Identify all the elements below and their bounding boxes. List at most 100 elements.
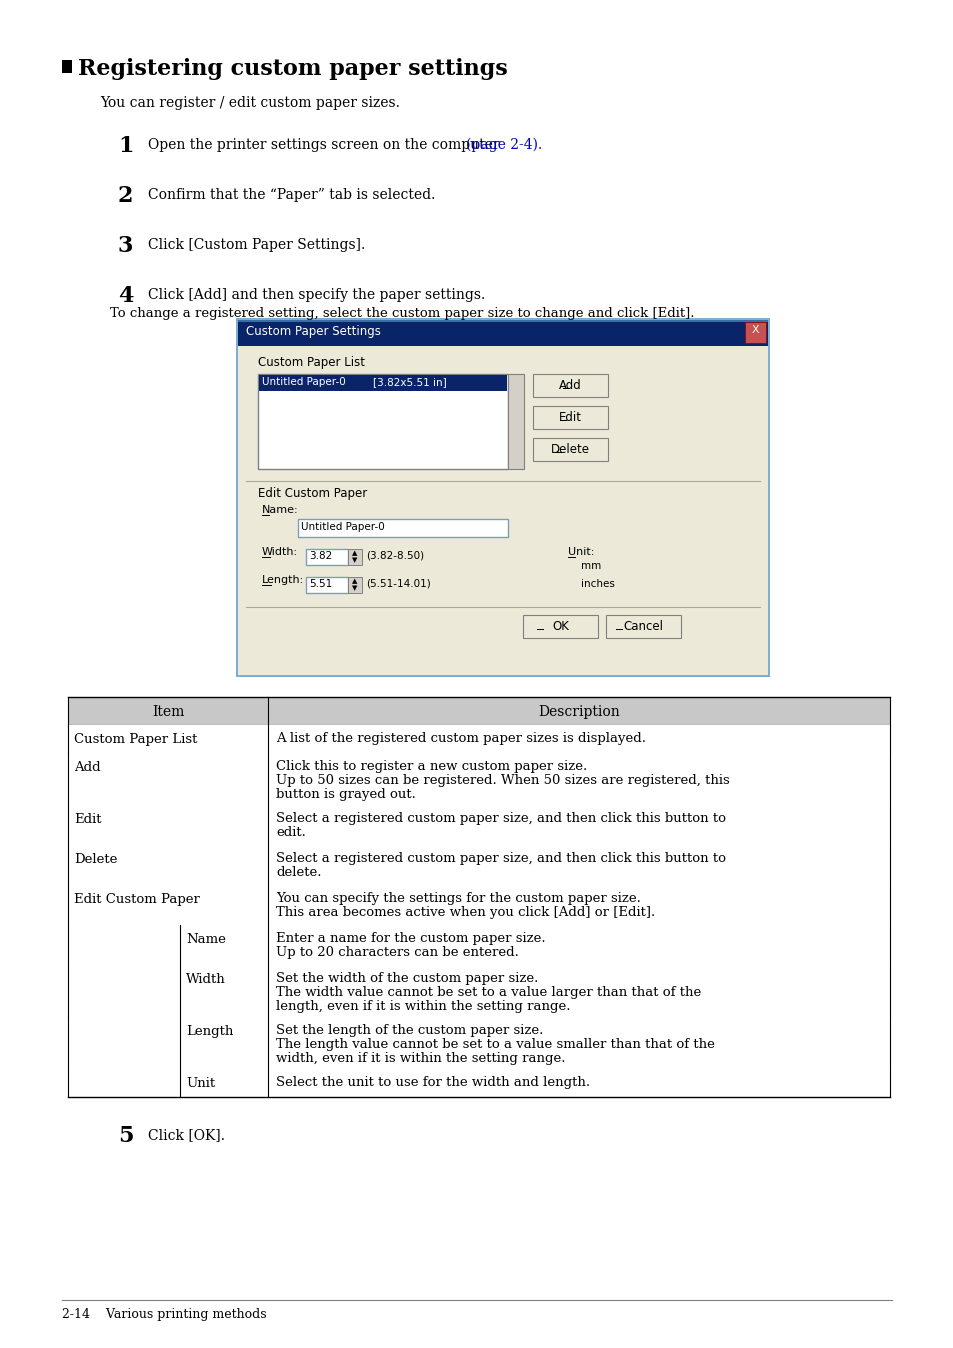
Bar (68, 965, 889, 1016)
Text: Confirm that the “Paper” tab is selected.: Confirm that the “Paper” tab is selected… (148, 187, 435, 202)
Text: Click [Custom Paper Settings].: Click [Custom Paper Settings]. (148, 239, 365, 252)
Text: Custom Paper Settings: Custom Paper Settings (246, 325, 380, 338)
Text: length, even if it is within the setting range.: length, even if it is within the setting… (275, 1000, 570, 1012)
Bar (306, 549, 348, 565)
Circle shape (572, 582, 576, 586)
Text: 5.51: 5.51 (309, 580, 332, 589)
Text: edit.: edit. (275, 826, 306, 838)
Text: 5: 5 (118, 1126, 133, 1147)
Text: Registering custom paper settings: Registering custom paper settings (78, 58, 507, 80)
Text: button is grayed out.: button is grayed out. (275, 789, 416, 801)
Text: ▲: ▲ (352, 578, 357, 584)
Bar (348, 549, 361, 565)
Text: Width: Width (186, 973, 226, 985)
Text: Edit: Edit (558, 411, 581, 425)
Bar (68, 725, 889, 754)
Text: Unit: Unit (186, 1077, 214, 1091)
Text: You can specify the settings for the custom paper size.: You can specify the settings for the cus… (275, 892, 640, 905)
Text: Delete: Delete (74, 853, 117, 865)
Text: (page 2-4).: (page 2-4). (465, 137, 541, 152)
Bar (533, 373, 607, 398)
Text: 1: 1 (118, 135, 133, 156)
Bar (68, 1069, 889, 1097)
Text: Unit:: Unit: (567, 547, 594, 557)
Bar (533, 406, 607, 429)
Bar (62, 61, 71, 73)
Text: Click [OK].: Click [OK]. (148, 1128, 225, 1142)
Text: You can register / edit custom paper sizes.: You can register / edit custom paper siz… (100, 96, 399, 111)
Text: [3.82x5.51 in]: [3.82x5.51 in] (373, 377, 446, 387)
Text: Edit: Edit (74, 813, 101, 826)
Text: Edit Custom Paper: Edit Custom Paper (257, 487, 367, 500)
Text: Set the width of the custom paper size.: Set the width of the custom paper size. (275, 972, 537, 985)
Text: (3.82-8.50): (3.82-8.50) (366, 551, 424, 561)
Text: Click [Add] and then specify the paper settings.: Click [Add] and then specify the paper s… (148, 288, 485, 302)
Text: Select the unit to use for the width and length.: Select the unit to use for the width and… (275, 1076, 590, 1089)
Bar (68, 1016, 889, 1069)
Text: Width:: Width: (262, 547, 297, 557)
Text: OK: OK (552, 620, 568, 634)
Bar (68, 886, 889, 925)
Text: Delete: Delete (551, 443, 589, 456)
Text: Name:: Name: (262, 506, 298, 515)
Text: 3.82: 3.82 (309, 551, 332, 561)
Text: Length: Length (186, 1024, 233, 1038)
Text: To change a registered setting, select the custom paper size to change and click: To change a registered setting, select t… (110, 307, 694, 319)
Text: Add: Add (74, 762, 100, 774)
Text: This area becomes active when you click [Add] or [Edit].: This area becomes active when you click … (275, 906, 655, 919)
Text: width, even if it is within the setting range.: width, even if it is within the setting … (275, 1051, 565, 1065)
Text: Edit Custom Paper: Edit Custom Paper (74, 892, 200, 906)
Text: Up to 50 sizes can be registered. When 50 sizes are registered, this: Up to 50 sizes can be registered. When 5… (275, 774, 729, 787)
Text: Name: Name (186, 933, 226, 946)
Text: Custom Paper List: Custom Paper List (74, 733, 197, 745)
Bar (297, 519, 507, 537)
Bar (237, 319, 767, 322)
Bar (68, 754, 889, 805)
Bar (257, 373, 507, 469)
Text: 2-14    Various printing methods: 2-14 Various printing methods (62, 1308, 266, 1321)
Bar (68, 697, 889, 725)
Bar (68, 925, 889, 965)
Bar (235, 318, 769, 677)
Text: 3: 3 (118, 235, 133, 257)
Text: X: X (751, 325, 759, 336)
Bar (533, 438, 607, 461)
Text: ▼: ▼ (352, 557, 357, 563)
Bar (246, 350, 760, 671)
Text: Cancel: Cancel (623, 620, 662, 634)
Bar (522, 615, 598, 638)
Text: Add: Add (558, 379, 581, 392)
Bar (68, 845, 889, 886)
Text: 4: 4 (118, 284, 133, 307)
Text: Length:: Length: (262, 576, 304, 585)
Bar (237, 319, 767, 346)
Text: 2: 2 (118, 185, 133, 208)
Text: Untitled Paper-0: Untitled Paper-0 (301, 522, 384, 532)
Text: inches: inches (580, 580, 615, 589)
Text: delete.: delete. (275, 865, 321, 879)
Text: The width value cannot be set to a value larger than that of the: The width value cannot be set to a value… (275, 985, 700, 999)
Text: Enter a name for the custom paper size.: Enter a name for the custom paper size. (275, 931, 545, 945)
Bar (237, 319, 767, 675)
Text: Set the length of the custom paper size.: Set the length of the custom paper size. (275, 1024, 543, 1037)
Bar (507, 373, 523, 469)
Bar (306, 577, 348, 593)
Text: Select a registered custom paper size, and then click this button to: Select a registered custom paper size, a… (275, 811, 725, 825)
Bar (744, 322, 765, 342)
Text: ▲: ▲ (352, 550, 357, 555)
Bar (258, 375, 506, 391)
Text: Select a registered custom paper size, and then click this button to: Select a registered custom paper size, a… (275, 852, 725, 865)
Text: Untitled Paper-0: Untitled Paper-0 (262, 377, 345, 387)
Bar (605, 615, 680, 638)
Text: Item: Item (152, 705, 184, 718)
Bar (68, 805, 889, 845)
Bar (348, 577, 361, 593)
Text: The length value cannot be set to a value smaller than that of the: The length value cannot be set to a valu… (275, 1038, 714, 1051)
Text: (5.51-14.01): (5.51-14.01) (366, 580, 431, 589)
Text: Open the printer settings screen on the computer: Open the printer settings screen on the … (148, 137, 503, 152)
Text: Click this to register a new custom paper size.: Click this to register a new custom pape… (275, 760, 587, 772)
Text: mm: mm (580, 561, 600, 572)
Text: Custom Paper List: Custom Paper List (257, 356, 365, 369)
Text: Description: Description (537, 705, 619, 718)
Text: ▼: ▼ (352, 585, 357, 590)
